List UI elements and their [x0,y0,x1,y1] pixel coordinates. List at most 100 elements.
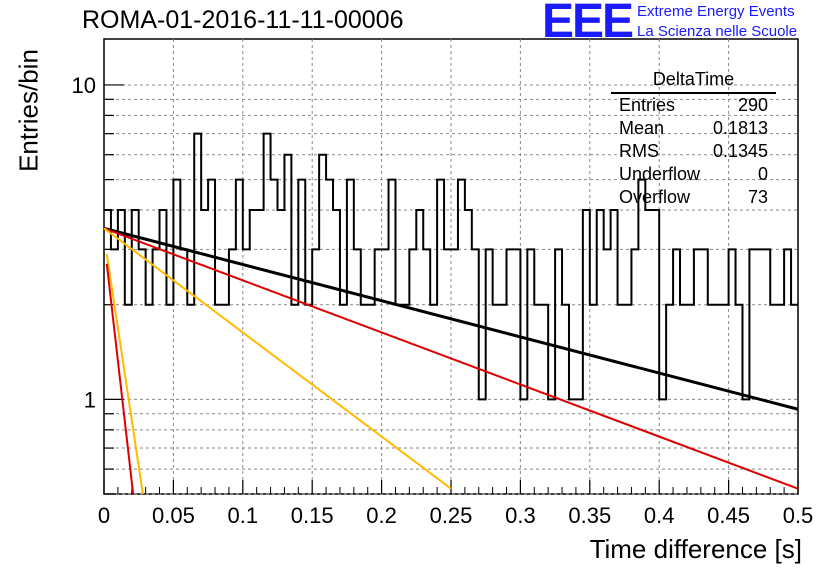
histogram-bin [326,180,333,494]
histogram-bin [513,249,520,494]
eee-logo: EEE [542,0,634,48]
logo-text-line1: Extreme Energy Events [637,3,795,20]
histogram-bin [555,249,562,494]
histogram-bin [423,249,430,494]
x-axis-ticks: 0 0.05 0.1 0.15 0.2 0.25 0.3 0.35 0.4 0.45 0.5 [98,480,813,528]
histogram-bin [153,249,160,494]
histogram-bin [631,249,638,494]
histogram-bin [673,249,680,494]
stats-row-mean: Mean 0.1813 [611,117,776,140]
histogram-bin [465,210,472,494]
stats-row-underflow: Underflow 0 [611,163,776,186]
histogram-bin [784,249,791,494]
histogram-bin [472,249,479,494]
histogram-bin [229,249,236,494]
stats-value: 0 [757,164,768,184]
histogram-bin [278,210,285,494]
x-tick-label: 0.5 [783,503,814,528]
x-tick-label: 0.05 [152,503,195,528]
histogram-bin [749,249,756,494]
x-tick-label: 0.4 [644,503,675,528]
grid-lines [104,39,798,495]
stats-label: Entries [619,95,676,115]
histogram-bin [597,210,604,494]
histogram-bin [382,249,389,494]
x-tick-label: 0.3 [505,503,536,528]
histogram-bin [604,249,611,494]
histogram-bin [271,180,278,494]
histogram-bin [139,249,146,494]
stats-value: 73 [747,187,768,207]
histogram-bin [173,180,180,494]
histogram-bin [312,249,319,494]
histogram-bars [104,132,798,494]
histogram-bin [347,180,354,494]
histogram-bin [437,180,444,494]
fit-curve [105,253,144,495]
histogram-bin [160,210,167,494]
histogram-bin [250,210,257,494]
x-tick-label: 0 [98,503,110,528]
stats-label: Mean [619,118,665,138]
stats-box: DeltaTime Entries 290 Mean 0.1813 RMS 0.… [611,69,776,209]
histogram-bin [763,249,770,494]
stats-row-overflow: Overflow 73 [611,186,776,209]
histogram-bin [458,180,465,494]
histogram-bin [451,249,458,494]
x-tick-label: 0.35 [568,503,611,528]
y-axis-label: Entries/bin [13,49,44,172]
histogram-bin [104,210,111,494]
stats-label: Underflow [619,164,701,184]
histogram-bin [645,210,652,494]
histogram-bin [333,210,340,494]
histogram-bin [611,210,618,494]
histogram-bin [354,249,361,494]
logo-text-line2: La Scienza nelle Scuole [637,23,798,40]
histogram-bin [264,134,271,494]
fit-curves [103,226,799,495]
fit-curve [103,226,799,411]
histogram-bin [701,249,708,494]
y-tick-label: 10 [72,73,96,98]
histogram-bin [284,155,291,494]
histogram-bin [444,249,451,494]
fit-curve [103,227,799,490]
histogram-bin [194,134,201,494]
histogram-outline [104,132,798,401]
histogram-bin [416,210,423,494]
stats-label: Overflow [619,187,691,207]
histogram-bin [243,249,250,494]
fit-curve [103,227,452,490]
histogram-bin [638,180,645,494]
histogram-bin [507,249,514,494]
x-tick-label: 0.25 [430,503,473,528]
y-tick-label: 1 [84,387,96,412]
histogram-bin [319,155,326,494]
fit-curve [105,263,135,495]
histogram-bin [257,210,264,494]
histogram-bin [375,249,382,494]
histogram-bin [756,249,763,494]
x-tick-label: 0.2 [366,503,397,528]
x-tick-label: 0.45 [707,503,750,528]
x-tick-label: 0.15 [291,503,334,528]
histogram-bin [298,180,305,494]
histogram-bin [236,180,243,494]
y-axis-ticks: 1 10 [72,73,124,495]
histogram-bin [694,249,701,494]
stats-row-entries: Entries 290 [611,94,776,117]
stats-value: 0.1345 [712,141,768,161]
stats-label: RMS [619,141,659,161]
stats-row-rms: RMS 0.1345 [611,140,776,163]
stats-value: 0.1813 [712,118,768,138]
plot-title: ROMA-01-2016-11-11-00006 [82,6,404,34]
histogram-bin [527,249,534,494]
histogram-bin [729,249,736,494]
stats-value: 290 [737,95,768,115]
histogram-bin [652,210,659,494]
stats-title: DeltaTime [611,69,776,94]
histogram-bin [208,180,215,494]
x-tick-label: 0.1 [228,503,259,528]
x-axis-label: Time difference [s] [589,534,802,564]
